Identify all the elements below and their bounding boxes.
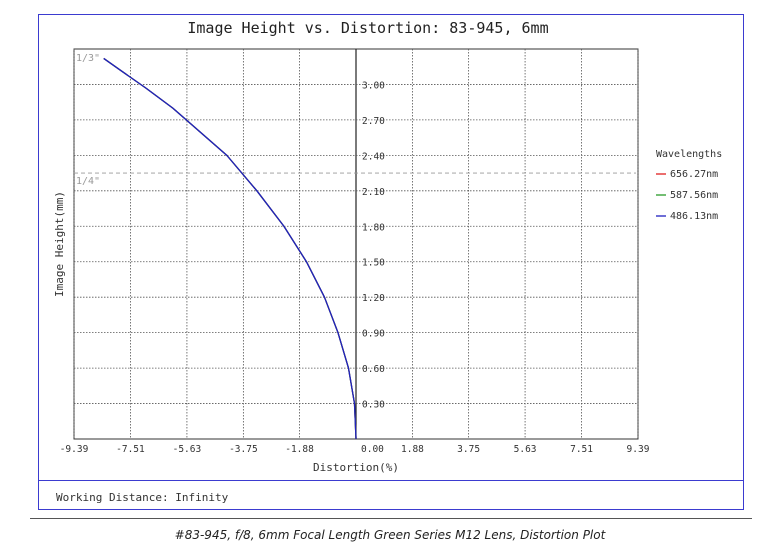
- x-tick-label-4: -1.88: [285, 444, 314, 455]
- y-tick-label-8: 2.70: [362, 116, 385, 127]
- chart-frame: [38, 14, 744, 510]
- y-tick-label-0: 0.30: [362, 400, 385, 411]
- y-tick-label-2: 0.90: [362, 329, 385, 340]
- legend: Wavelengths 656.27nm 587.56nm 486.13nm: [656, 149, 722, 222]
- x-tick-label-7: 3.75: [457, 444, 480, 455]
- caption-divider: [30, 518, 752, 519]
- series-line-2: [103, 57, 357, 440]
- annotation-label-0: 1/3": [76, 53, 100, 64]
- y-tick-label-9: 3.00: [362, 80, 385, 91]
- x-tick-label-0: -9.39: [60, 444, 89, 455]
- x-tick-label-6: 1.88: [401, 444, 424, 455]
- y-axis-ticks: 0.30 0.60 0.90 1.20 1.50 1.80 2.10 2.40 2.70 3.00: [362, 80, 385, 410]
- footer-divider: [38, 480, 744, 481]
- x-axis-label: Distortion(%): [313, 461, 399, 474]
- annotation-label-1: 1/4": [76, 176, 100, 187]
- x-axis-ticks: -9.39 -7.51 -5.63 -3.75 -1.88 0.00 1.88 3.75 5.6…: [60, 444, 650, 455]
- figure-caption: #83-945, f/8, 6mm Focal Length Green Ser…: [174, 528, 606, 542]
- sensor-size-annotations: 1/3" 1/4": [74, 53, 636, 187]
- y-axis-label: Image Height(mm): [53, 191, 66, 297]
- y-tick-label-7: 2.40: [362, 151, 385, 162]
- x-tick-label-1: -7.51: [116, 444, 145, 455]
- y-tick-label-5: 1.80: [362, 222, 385, 233]
- y-tick-label-3: 1.20: [362, 293, 385, 304]
- x-tick-label-10: 9.39: [627, 444, 650, 455]
- legend-entry-1: 587.56nm: [670, 190, 718, 201]
- x-tick-label-3: -3.75: [229, 444, 258, 455]
- x-tick-label-2: -5.63: [173, 444, 202, 455]
- y-tick-label-1: 0.60: [362, 364, 385, 375]
- x-tick-label-8: 5.63: [514, 444, 537, 455]
- series-layer: [103, 57, 357, 440]
- chart-title: Image Height vs. Distortion: 83-945, 6mm: [187, 19, 548, 37]
- y-tick-label-4: 1.50: [362, 258, 385, 269]
- working-distance-label: Working Distance: Infinity: [56, 491, 229, 504]
- x-tick-label-9: 7.51: [570, 444, 593, 455]
- x-tick-label-5: 0.00: [361, 444, 384, 455]
- legend-entry-0: 656.27nm: [670, 169, 718, 180]
- legend-title: Wavelengths: [656, 149, 722, 160]
- y-tick-label-6: 2.10: [362, 187, 385, 198]
- grid-lines: [73, 49, 639, 439]
- legend-entry-2: 486.13nm: [670, 211, 718, 222]
